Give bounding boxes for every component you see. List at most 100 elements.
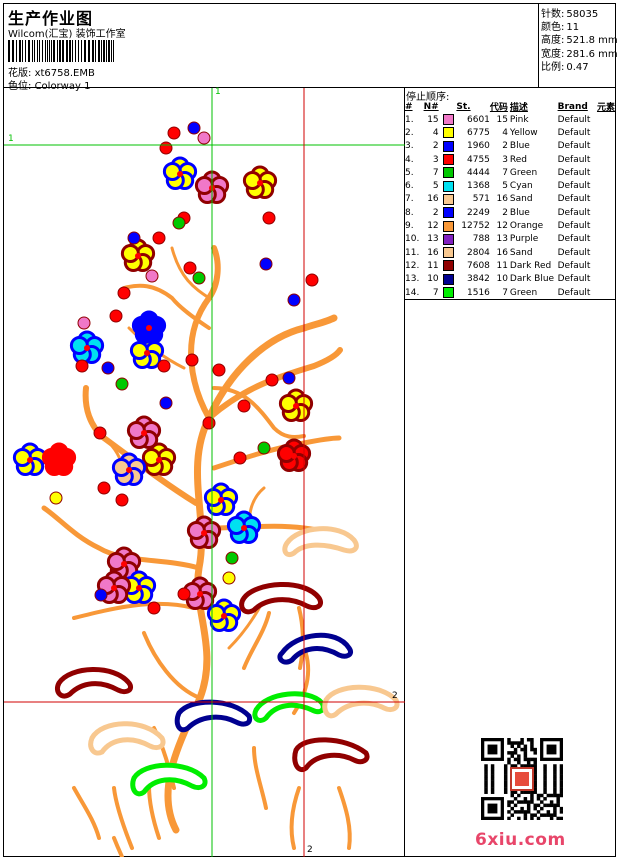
design-field: 花版: xt6758.EMB bbox=[8, 64, 95, 79]
row-stitches: 2804 bbox=[467, 247, 490, 258]
row-idx: 8. bbox=[405, 207, 414, 218]
qr-code bbox=[481, 738, 563, 820]
pine-cluster-darkred-3 bbox=[54, 667, 134, 699]
row-code: 16 bbox=[496, 247, 508, 258]
stat-height: 高度: 521.8 mm bbox=[541, 35, 618, 46]
row-desc: Purple bbox=[509, 234, 539, 245]
row-num: 3 bbox=[432, 154, 439, 165]
stat-stitches: 针数: 58035 bbox=[541, 9, 599, 20]
row-brand: Default bbox=[557, 247, 591, 258]
row-num: 4 bbox=[432, 127, 439, 138]
design-value: xt6758.EMB bbox=[34, 68, 95, 79]
table-row: 8. 2 2249 2 Blue Default bbox=[405, 206, 615, 219]
row-brand: Default bbox=[557, 207, 591, 218]
row-stitches: 12752 bbox=[461, 221, 490, 232]
row-idx: 5. bbox=[405, 167, 414, 178]
row-num: 15 bbox=[427, 114, 439, 125]
row-num: 16 bbox=[427, 194, 439, 205]
row-brand: Default bbox=[557, 127, 591, 138]
row-desc: Dark Red bbox=[509, 260, 552, 271]
table-row: 4. 3 4755 3 Red Default bbox=[405, 153, 615, 166]
row-code: 7 bbox=[502, 167, 508, 178]
row-code: 5 bbox=[502, 181, 508, 192]
stop-sequence-panel: 停止顺序: # N# St. 代码 描述 Brand 元素 1. 15 6601 15… bbox=[405, 88, 615, 857]
row-desc: Yellow bbox=[509, 127, 538, 138]
col-stitches: St. bbox=[456, 101, 471, 112]
header-info: 生产作业图 Wilcom(汇宝) 装饰工作室 花版: xt6758.EMB 色位… bbox=[4, 4, 539, 92]
color-swatch bbox=[442, 273, 454, 285]
row-idx: 11. bbox=[405, 247, 420, 258]
color-swatch bbox=[442, 260, 454, 272]
guide-label-v1: 1 bbox=[215, 87, 221, 97]
row-brand: Default bbox=[557, 114, 591, 125]
company-name: Wilcom(汇宝) 装饰工作室 bbox=[8, 29, 126, 40]
stop-sequence-title: 停止顺序: bbox=[406, 92, 450, 103]
row-idx: 13. bbox=[405, 274, 420, 285]
row-desc: Blue bbox=[509, 141, 530, 152]
row-code: 3 bbox=[502, 154, 508, 165]
stop-sequence-table: # N# St. 代码 描述 Brand 元素 1. 15 6601 15 Pink De… bbox=[405, 100, 615, 299]
row-idx: 12. bbox=[405, 260, 420, 271]
row-num: 7 bbox=[432, 287, 439, 298]
table-row: 3. 2 1960 2 Blue Default bbox=[405, 140, 615, 153]
pine-cluster-darkred-1 bbox=[239, 582, 323, 615]
row-desc: Green bbox=[509, 287, 538, 298]
col-element: 元素 bbox=[596, 103, 615, 113]
table-row: 2. 4 6775 4 Yellow Default bbox=[405, 126, 615, 139]
row-desc: Blue bbox=[509, 207, 530, 218]
row-idx: 2. bbox=[405, 127, 414, 138]
embroidery-design bbox=[4, 88, 405, 859]
table-row: 5. 7 4444 7 Green Default bbox=[405, 166, 615, 179]
pine-cluster-sand-3 bbox=[88, 721, 166, 756]
color-swatch bbox=[442, 127, 454, 139]
page-frame bbox=[3, 3, 616, 857]
pine-cluster-darkblue-2 bbox=[174, 699, 253, 733]
row-desc: Sand bbox=[509, 194, 533, 205]
color-swatch bbox=[442, 140, 454, 152]
row-brand: Default bbox=[557, 260, 591, 271]
col-desc: 描述 bbox=[509, 103, 528, 113]
table-row: 1. 15 6601 15 Pink Default bbox=[405, 113, 615, 126]
blossoms bbox=[12, 121, 319, 632]
color-swatch bbox=[442, 207, 454, 219]
row-brand: Default bbox=[557, 221, 591, 232]
row-num: 11 bbox=[427, 260, 439, 271]
pine-cluster-darkred-2 bbox=[292, 737, 370, 772]
row-stitches: 2249 bbox=[467, 207, 490, 218]
colorway-field: 色位: Colorway 1 bbox=[8, 77, 90, 92]
table-row: 10. 13 788 13 Purple Default bbox=[405, 233, 615, 246]
row-brand: Default bbox=[557, 154, 591, 165]
barcode bbox=[8, 40, 114, 62]
row-brand: Default bbox=[557, 141, 591, 152]
row-code: 12 bbox=[496, 221, 508, 232]
row-code: 13 bbox=[496, 234, 508, 245]
row-num: 7 bbox=[432, 167, 439, 178]
guide-label-h1: 1 bbox=[8, 134, 14, 144]
color-swatch bbox=[442, 167, 454, 179]
row-code: 15 bbox=[496, 114, 508, 125]
colorway-label: 色位: bbox=[8, 81, 32, 92]
table-row: 12. 11 7608 11 Dark Red Default bbox=[405, 259, 615, 272]
row-code: 7 bbox=[502, 287, 508, 298]
col-idx: # bbox=[405, 101, 413, 112]
panel-divider bbox=[405, 299, 615, 300]
row-num: 2 bbox=[432, 141, 439, 152]
color-swatch bbox=[442, 193, 454, 205]
row-stitches: 788 bbox=[472, 234, 490, 245]
row-brand: Default bbox=[557, 287, 591, 298]
watermark: 6xiu.com bbox=[475, 830, 566, 850]
row-desc: Green bbox=[509, 167, 538, 178]
stat-width: 宽度: 281.6 mm bbox=[541, 49, 618, 60]
row-desc: Pink bbox=[509, 114, 529, 125]
row-desc: Cyan bbox=[509, 181, 533, 192]
table-row: 13. 10 3842 10 Dark Blue Default bbox=[405, 273, 615, 286]
row-desc: Sand bbox=[509, 247, 533, 258]
row-num: 2 bbox=[432, 207, 439, 218]
color-swatch bbox=[442, 154, 454, 166]
design-label: 花版: bbox=[8, 68, 32, 79]
stat-colors: 颜色: 11 bbox=[541, 22, 580, 33]
row-desc: Red bbox=[509, 154, 528, 165]
row-code: 11 bbox=[496, 260, 508, 271]
row-code: 2 bbox=[502, 207, 508, 218]
table-row: 11. 16 2804 16 Sand Default bbox=[405, 246, 615, 259]
